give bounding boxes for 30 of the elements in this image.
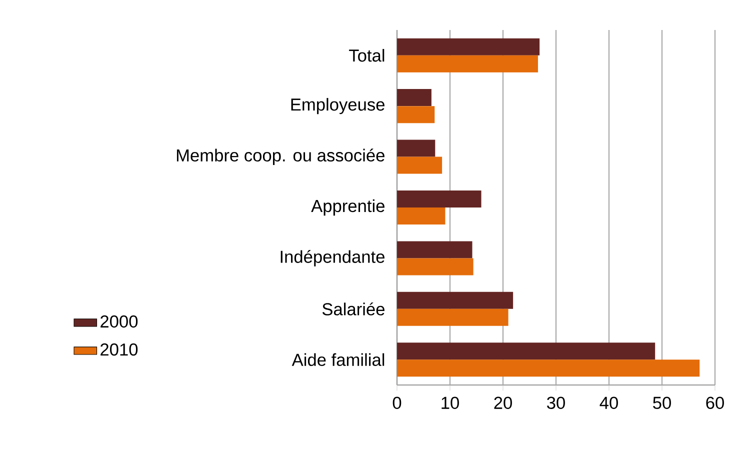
y-tick-label: Employeuse: [291, 98, 384, 114]
bar: [397, 308, 508, 326]
bar: [397, 190, 482, 208]
bar: [397, 360, 700, 377]
y-tick-label: Salariée: [322, 302, 384, 316]
bar: [397, 89, 432, 106]
y-tick-label: Apprentie: [311, 199, 384, 216]
x-tick-label: 10: [442, 396, 459, 409]
y-tick-label: Total: [349, 48, 384, 62]
bar: [397, 140, 436, 157]
x-tick-label: 0: [392, 396, 402, 409]
y-tick-label: Indépendante: [280, 250, 384, 266]
x-tick-label: 20: [494, 396, 512, 409]
x-tick-label: 50: [653, 396, 671, 409]
legend-label: 2010: [100, 343, 138, 356]
bar: [397, 106, 435, 124]
x-tick-label: 30: [547, 396, 565, 409]
y-tick-label: Aide familial: [292, 353, 384, 366]
bar: [397, 207, 446, 224]
bar: [397, 292, 514, 309]
legend-label: 2000: [100, 315, 138, 328]
bar: [397, 55, 538, 72]
bar: [397, 156, 442, 174]
bar: [397, 38, 540, 56]
bar: [397, 241, 472, 258]
bar: [397, 258, 474, 276]
x-tick-label: 60: [706, 396, 724, 409]
bar: [397, 342, 656, 360]
y-tick-label: Membre coop. ou associée: [176, 148, 384, 165]
x-tick-label: 40: [600, 396, 618, 409]
